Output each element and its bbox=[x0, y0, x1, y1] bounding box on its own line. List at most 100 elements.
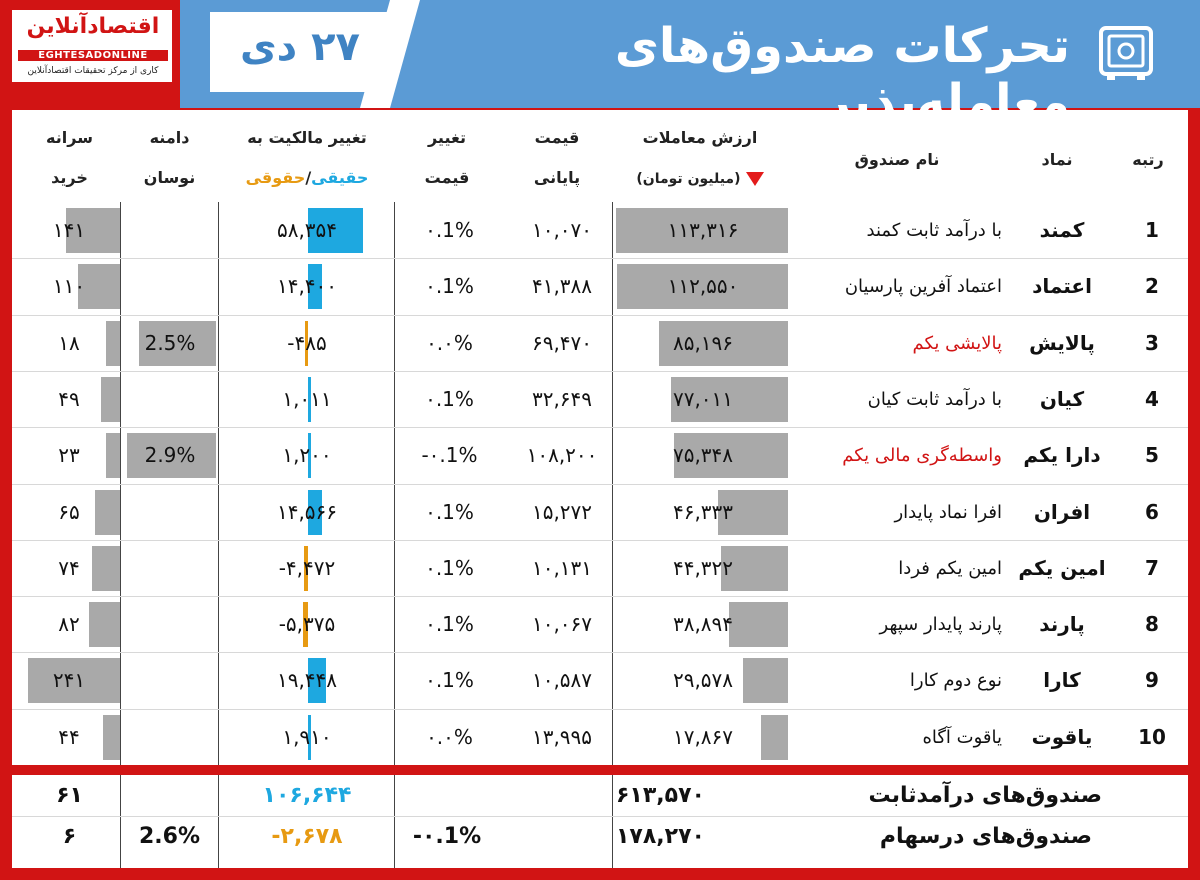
per-capita-cell: ۷۴ bbox=[58, 555, 80, 580]
table-row: 7 امین یکم امین یکم فردا ۴۴,۳۲۲ ۱۰,۱۳۱ ۰.1% -۴… bbox=[12, 540, 1188, 597]
range-cell bbox=[124, 540, 216, 597]
trade-value-cell: ۸۵,۱۹۶ bbox=[672, 330, 734, 355]
row-separator bbox=[12, 652, 1188, 654]
ownership-bar-real bbox=[308, 208, 363, 253]
per-capita-cell: ۸۲ bbox=[58, 612, 80, 637]
safe-icon bbox=[1099, 26, 1153, 80]
trade-value-bar bbox=[721, 545, 788, 591]
row-separator bbox=[12, 258, 1188, 260]
trade-value-bar bbox=[729, 602, 788, 648]
row-separator bbox=[12, 816, 1188, 817]
final-price-cell: ۴۱,۳۸۸ bbox=[531, 274, 593, 299]
summary-label: صندوق‌های درآمدثابت bbox=[868, 783, 1102, 808]
final-price-cell: ۶۹,۴۷۰ bbox=[531, 330, 593, 355]
symbol-cell: افران bbox=[1033, 499, 1091, 524]
trade-value-cell: ۷۵,۳۴۸ bbox=[672, 443, 734, 468]
summary-row: صندوق‌های درسهام ۱۷۸,۲۷۰ -۰.1% -۲,۶۷۸ 2.… bbox=[12, 817, 1188, 857]
header-symbol: نماد bbox=[1041, 150, 1073, 169]
final-price-cell: ۱۳,۹۹۵ bbox=[531, 724, 593, 749]
range-bar bbox=[127, 433, 216, 479]
fund-name-cell: افرا نماد پایدار bbox=[894, 501, 1002, 523]
header-price-change-1: تغییر bbox=[427, 128, 467, 147]
rank-cell: 8 bbox=[1145, 612, 1159, 637]
final-price-cell: ۱۰,۵۸۷ bbox=[531, 668, 593, 693]
per-capita-bar bbox=[95, 489, 120, 535]
fund-name-cell: پالایشی یکم bbox=[912, 332, 1002, 354]
range-cell: 2.5% bbox=[144, 330, 196, 355]
ownership-change-cell: ۱,۰۱۱ bbox=[282, 386, 332, 411]
range-bar bbox=[139, 320, 216, 366]
sort-down-icon[interactable] bbox=[745, 171, 764, 186]
header-range-1: دامنه bbox=[149, 128, 190, 147]
header-final-price-2: پایانی bbox=[533, 168, 581, 187]
range-cell bbox=[124, 652, 216, 709]
table-row: 3 پالایش پالایشی یکم ۸۵,۱۹۶ ۶۹,۴۷۰ ۰.۰% -۴۸۵ 2.… bbox=[12, 315, 1188, 372]
ownership-bar-real bbox=[308, 658, 326, 704]
per-capita-cell: ۴۹ bbox=[58, 386, 80, 411]
header-ownership-legend: حقیقی/حقوقی bbox=[222, 168, 392, 188]
table-row: 4 کیان با درآمد ثابت کیان ۷۷,۰۱۱ ۳۲,۶۴۹ ۰.1% ۱… bbox=[12, 371, 1188, 428]
final-price-cell: ۳۲,۶۴۹ bbox=[531, 386, 593, 411]
trade-value-bar bbox=[616, 208, 788, 253]
price-change-cell: ۰.1% bbox=[425, 274, 474, 299]
date-box: ۲۷ دی bbox=[210, 12, 390, 92]
ownership-bar-real bbox=[308, 714, 311, 760]
ownership-change-cell: -۵,۳۷۵ bbox=[278, 612, 336, 637]
symbol-cell: کیان bbox=[1039, 386, 1085, 411]
funds-table: رتبه نماد نام صندوق ارزش معاملات (میلیون… bbox=[12, 110, 1188, 868]
header-range-2: نوسان bbox=[143, 168, 196, 187]
logo-main: اقتصادآنلاین bbox=[26, 14, 160, 39]
per-capita-cell: ۶۵ bbox=[58, 499, 80, 524]
price-change-cell: ۰.۰% bbox=[426, 330, 473, 355]
row-separator bbox=[12, 708, 1188, 710]
table-row: 2 اعتماد اعتماد آفرین پارسیان ۱۱۲,۵۵۰ ۴۱,۳۸۸… bbox=[12, 258, 1188, 315]
ownership-change-cell: -۴۸۵ bbox=[287, 330, 327, 355]
header-per-capita-2: خرید bbox=[51, 168, 88, 187]
table-row: 1 کمند با درآمد ثابت کمند ۱۱۳,۳۱۶ ۱۰,۰۷۰ ۰.1%… bbox=[12, 202, 1188, 259]
summary-ownership: -۲,۶۷۸ bbox=[271, 824, 343, 849]
final-price-cell: ۱۰,۰۶۷ bbox=[531, 612, 593, 637]
per-capita-bar bbox=[106, 433, 120, 479]
per-capita-bar bbox=[101, 376, 120, 422]
rank-cell: 6 bbox=[1145, 499, 1159, 524]
logo: اقتصادآنلاین EGHTESADONLINE کاری از مرکز… bbox=[12, 10, 172, 82]
legend-sep: / bbox=[305, 168, 312, 187]
price-change-cell: ۰.1% bbox=[425, 612, 474, 637]
price-change-cell: -۰.1% bbox=[421, 443, 478, 468]
header-rank: رتبه bbox=[1132, 150, 1164, 169]
ownership-change-cell: ۱,۹۱۰ bbox=[282, 724, 332, 749]
row-separator bbox=[12, 314, 1188, 316]
final-price-cell: ۱۰,۱۳۱ bbox=[531, 555, 593, 580]
header-trade-value-unit: (میلیون تومان) bbox=[636, 171, 741, 187]
fund-name-cell: یاقوت آگاه bbox=[922, 726, 1002, 748]
per-capita-cell: ۴۴ bbox=[58, 724, 80, 749]
rank-cell: 9 bbox=[1145, 668, 1159, 693]
symbol-cell: کارا bbox=[1043, 668, 1081, 693]
per-capita-cell: ۲۴۱ bbox=[52, 668, 86, 693]
ownership-change-cell: ۱۴,۵۶۶ bbox=[276, 499, 338, 524]
price-change-cell: ۰.1% bbox=[425, 218, 474, 242]
trade-value-bar bbox=[718, 489, 788, 535]
ownership-change-cell: ۱,۲۰۰ bbox=[282, 443, 332, 468]
trade-value-cell: ۴۴,۳۲۲ bbox=[672, 555, 734, 580]
trade-value-bar bbox=[761, 714, 788, 760]
ownership-bar-legal bbox=[305, 320, 308, 366]
rank-cell: 2 bbox=[1145, 274, 1159, 299]
header-price-change-2: قیمت bbox=[424, 168, 470, 187]
trade-value-bar bbox=[743, 658, 788, 704]
header-ownership: تغییر مالکیت به bbox=[247, 128, 367, 147]
final-price-cell: ۱۵,۲۷۲ bbox=[531, 499, 593, 524]
range-cell bbox=[124, 596, 216, 653]
trade-value-bar bbox=[617, 264, 788, 310]
ownership-change-cell: ۱۹,۴۴۸ bbox=[276, 668, 338, 693]
summary-per-capita: ۶۱ bbox=[56, 783, 83, 808]
rank-cell: 7 bbox=[1145, 555, 1159, 580]
range-cell bbox=[124, 484, 216, 541]
ownership-bar-real bbox=[308, 264, 322, 310]
fund-name-cell: اعتماد آفرین پارسیان bbox=[844, 276, 1002, 298]
rank-cell: 4 bbox=[1145, 386, 1159, 411]
summary-value: ۱۷۸,۲۷۰ bbox=[616, 824, 705, 849]
row-separator bbox=[12, 539, 1188, 541]
summary-row: صندوق‌های درآمدثابت ۶۱۳,۵۷۰ ۱۰۶,۶۴۴ ۶۱ bbox=[12, 776, 1188, 816]
ownership-bar-real bbox=[308, 433, 311, 479]
